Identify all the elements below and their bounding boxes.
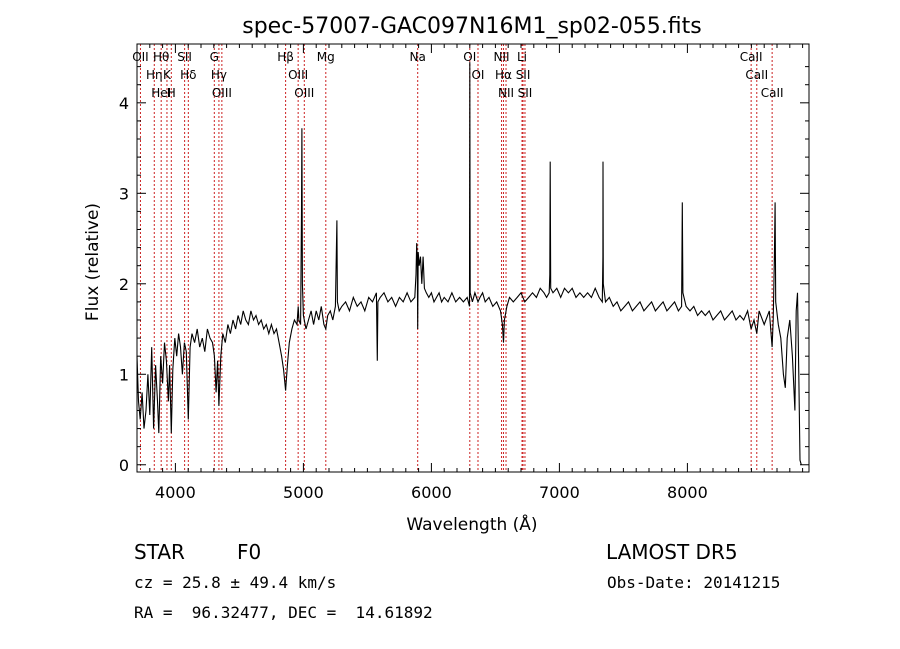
survey-name: LAMOST DR5	[606, 540, 738, 564]
spectral-line-label: SII	[516, 68, 531, 82]
spectral-line-label: Hγ	[211, 68, 227, 82]
spectral-line-label: CaII	[745, 68, 768, 82]
x-tick-label: 6000	[411, 483, 452, 502]
x-axis-label: Wavelength (Å)	[406, 513, 537, 535]
x-axis: 4000 5000 6000 7000 8000	[149, 44, 804, 502]
y-tick-label: 2	[119, 275, 129, 294]
spectral-line-label: SII	[518, 86, 533, 100]
spectral-line-label: OIII	[294, 86, 314, 100]
observation-date: Obs-Date: 20141215	[607, 573, 781, 592]
spectral-line-label: OII	[132, 50, 149, 64]
x-tick-label: 8000	[667, 483, 708, 502]
spectral-line-label: OI	[463, 50, 476, 64]
spectrum-series-line	[136, 62, 802, 465]
spectral-line-label: K	[163, 68, 172, 82]
object-subclass: F0	[237, 540, 262, 564]
x-tick-label: 5000	[283, 483, 324, 502]
x-tick-label: 4000	[155, 483, 196, 502]
x-tick-label: 7000	[539, 483, 580, 502]
spectral-line-label: SII	[177, 50, 192, 64]
y-axis-label: Flux (relative)	[83, 203, 103, 321]
spectral-line-label: Mg	[317, 50, 335, 64]
chart-title: spec-57007-GAC097N16M1_sp02-055.fits	[242, 14, 702, 39]
spectral-line-label: HeI	[151, 86, 171, 100]
spectral-line-label: NII	[498, 86, 514, 100]
coordinates: RA = 96.32477, DEC = 14.61892	[134, 603, 433, 622]
spectral-line-label: Li	[517, 50, 527, 64]
spectral-line-labels: OII Hη Hθ HeI KH SII Hδ G Hγ OIII Hβ OIII OIII Mg Na OI…	[132, 50, 783, 100]
spectral-line-label: Hθ	[153, 50, 169, 64]
spectral-line-label: Na	[410, 50, 426, 64]
plot-frame	[136, 43, 810, 473]
spectral-line-label: OIII	[212, 86, 232, 100]
spectral-line-label: Hβ	[277, 50, 294, 64]
spectral-line-label: CaII	[740, 50, 763, 64]
y-tick-label: 0	[119, 456, 129, 475]
y-tick-label: 3	[119, 184, 129, 203]
y-tick-label: 4	[119, 94, 129, 113]
spectral-line-label: Hδ	[180, 68, 196, 82]
spectral-line-label: NII	[494, 50, 510, 64]
spectral-line-markers	[139, 44, 773, 472]
redshift-cz: cz = 25.8 ± 49.4 km/s	[134, 573, 337, 592]
spectral-line-label: G	[210, 50, 219, 64]
object-class: STAR	[134, 540, 185, 564]
spectral-line-label: Hα	[495, 68, 512, 82]
spectral-line-label: Hη	[146, 68, 163, 82]
y-tick-label: 1	[119, 365, 129, 384]
spectral-line-label: H	[167, 86, 176, 100]
y-axis: 0 1 2 3 4	[119, 66, 809, 475]
spectral-line-label: CaII	[761, 86, 784, 100]
spectral-line-label: OI	[471, 68, 484, 82]
spectral-line-label: OIII	[288, 68, 308, 82]
